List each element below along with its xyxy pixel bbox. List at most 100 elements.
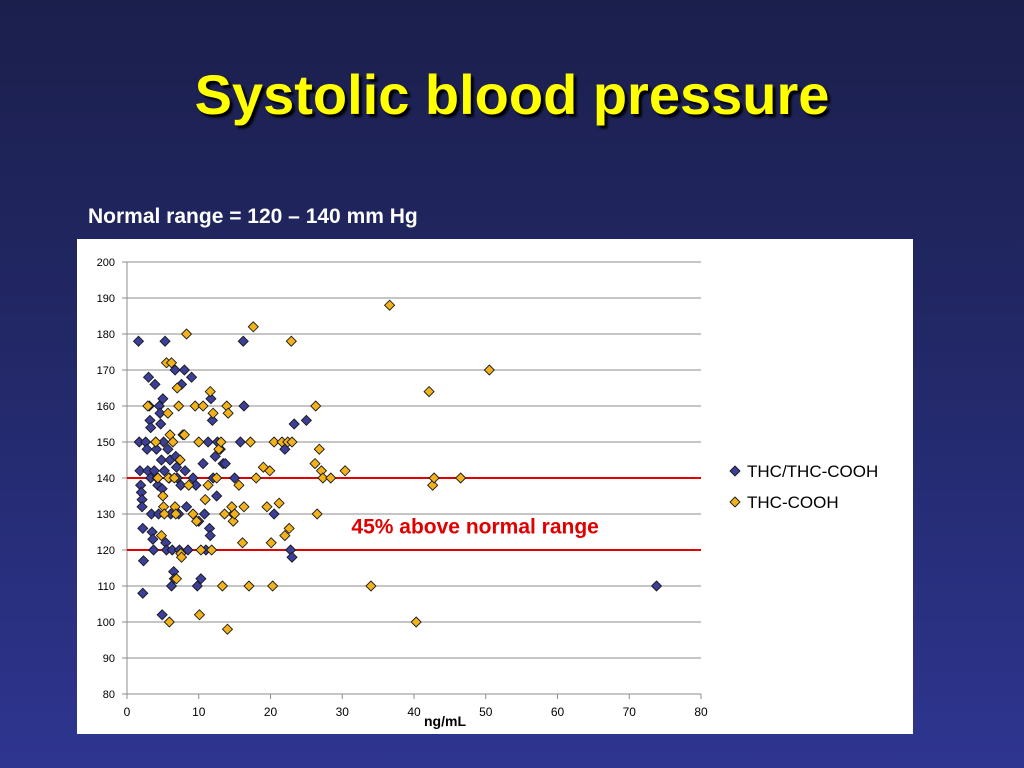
data-point-thc-thc-cooh	[132, 335, 145, 347]
data-point-thc-cooh	[279, 529, 291, 542]
data-point-thc-thc-cooh	[268, 508, 280, 520]
x-tick-label: 50	[479, 705, 493, 719]
legend-label-thc-thc-cooh: THC/THC-COOH	[747, 462, 878, 481]
y-tick-label: 100	[97, 617, 115, 629]
data-point-thc-thc-cooh	[170, 461, 183, 473]
data-point-thc-cooh	[238, 501, 250, 513]
data-point-thc-cooh	[162, 407, 174, 419]
data-point-thc-thc-cooh	[195, 573, 207, 585]
data-point-thc-cooh	[483, 364, 495, 376]
reference-lines	[127, 477, 701, 551]
x-tick-label: 30	[336, 705, 350, 719]
x-tick-label: 0	[124, 705, 131, 719]
data-point-thc-cooh	[228, 508, 241, 520]
data-point-thc-cooh	[170, 508, 182, 520]
data-point-thc-cooh	[311, 508, 323, 520]
data-point-thc-cooh	[193, 609, 206, 621]
data-point-thc-thc-cooh	[150, 443, 163, 455]
scatter-chart-panel: 80 90 100 110 120 130 140 150 160 170 180 190 200 0 10…	[77, 239, 913, 734]
data-point-thc-cooh	[216, 580, 229, 592]
legend: THC/THC-COOH THC-COOH	[729, 462, 878, 512]
data-point-thc-cooh	[247, 321, 259, 333]
data-point-thc-thc-cooh	[650, 580, 663, 592]
data-point-thc-cooh	[197, 400, 209, 412]
x-tick-label: 80	[694, 705, 708, 719]
data-point-thc-thc-cooh	[158, 465, 170, 477]
data-point-thc-cooh	[178, 429, 191, 441]
data-point-thc-thc-cooh	[228, 472, 241, 484]
data-point-thc-thc-cooh	[234, 436, 247, 448]
data-point-thc-cooh	[339, 465, 351, 477]
data-point-thc-thc-cooh	[137, 555, 150, 567]
data-point-thc-cooh	[286, 436, 298, 448]
data-point-thc-thc-cooh	[155, 418, 167, 430]
y-tick-label: 110	[97, 581, 115, 593]
normal-range-subtitle: Normal range = 120 – 140 mm Hg	[88, 205, 418, 228]
data-point-thc-cooh	[265, 537, 277, 549]
data-point-thc-cooh	[244, 436, 257, 448]
x-tick-label: 20	[264, 705, 278, 719]
data-point-thc-cooh	[157, 490, 169, 502]
data-point-thc-thc-cooh	[159, 335, 171, 347]
data-point-thc-thc-cooh	[179, 465, 191, 477]
data-point-thc-thc-cooh	[211, 490, 223, 502]
data-point-thc-thc-cooh	[156, 609, 168, 621]
data-point-thc-cooh	[264, 465, 276, 477]
data-point-thc-cooh	[152, 472, 164, 484]
legend-marker-thc-thc-cooh	[729, 465, 741, 477]
data-point-thc-thc-cooh	[198, 508, 211, 520]
data-point-thc-cooh	[313, 443, 325, 455]
data-point-thc-cooh	[261, 501, 273, 513]
data-point-thc-cooh	[250, 472, 262, 484]
data-point-thc-thc-cooh	[286, 551, 298, 563]
data-point-thc-cooh	[190, 515, 203, 527]
data-point-thc-cooh	[268, 436, 280, 448]
data-point-thc-thc-cooh	[147, 533, 159, 545]
data-point-thc-thc-cooh	[155, 454, 168, 466]
annotation-label: 45% above normal range	[351, 516, 598, 539]
data-point-thc-cooh	[310, 400, 322, 412]
data-point-thc-cooh	[243, 580, 255, 592]
data-point-thc-thc-cooh	[197, 457, 209, 470]
data-point-thc-cooh	[204, 385, 216, 398]
data-point-thc-thc-cooh	[149, 378, 161, 391]
data-point-thc-cooh	[283, 522, 295, 535]
data-point-thc-thc-cooh	[202, 436, 214, 448]
data-point-thc-cooh	[199, 493, 211, 506]
data-point-thc-thc-cooh	[175, 479, 187, 491]
data-point-thc-cooh	[410, 616, 422, 628]
data-point-thc-thc-cooh	[162, 443, 174, 455]
data-point-thc-cooh	[207, 407, 219, 419]
data-point-thc-thc-cooh	[169, 364, 181, 376]
data-point-thc-thc-cooh	[178, 364, 191, 376]
data-point-thc-cooh	[267, 580, 279, 592]
data-point-thc-cooh	[193, 436, 205, 448]
y-tick-label: 200	[97, 257, 115, 269]
tick-labels: 80 90 100 110 120 130 140 150 160 170 180 190 200 0 10…	[97, 257, 708, 719]
data-point-thc-cooh	[202, 479, 214, 491]
data-point-thc-cooh	[325, 472, 337, 484]
data-point-thc-cooh	[273, 497, 285, 509]
data-point-thc-cooh	[183, 479, 195, 491]
data-point-thc-cooh	[195, 544, 207, 556]
data-point-thc-thc-cooh	[204, 529, 216, 542]
data-point-thc-cooh	[189, 400, 201, 412]
y-tick-label: 160	[97, 401, 115, 413]
data-point-thc-thc-cooh	[191, 580, 203, 592]
data-point-thc-thc-cooh	[206, 414, 219, 427]
data-points	[132, 299, 663, 635]
data-point-thc-thc-cooh	[157, 436, 170, 448]
data-point-thc-thc-cooh	[209, 450, 221, 463]
data-point-thc-cooh	[211, 472, 223, 484]
data-point-thc-cooh	[227, 515, 239, 527]
data-point-thc-cooh	[180, 328, 193, 340]
x-tick-label: 60	[551, 705, 565, 719]
legend-marker-thc-cooh	[729, 496, 741, 508]
data-point-thc-cooh	[165, 357, 178, 369]
data-point-thc-thc-cooh	[142, 371, 155, 383]
data-point-thc-thc-cooh	[238, 400, 250, 412]
data-point-thc-cooh	[206, 544, 218, 556]
scatter-chart: 80 90 100 110 120 130 140 150 160 170 180 190 200 0 10…	[97, 257, 879, 729]
data-point-thc-cooh	[187, 508, 199, 520]
data-point-thc-cooh	[383, 299, 396, 311]
